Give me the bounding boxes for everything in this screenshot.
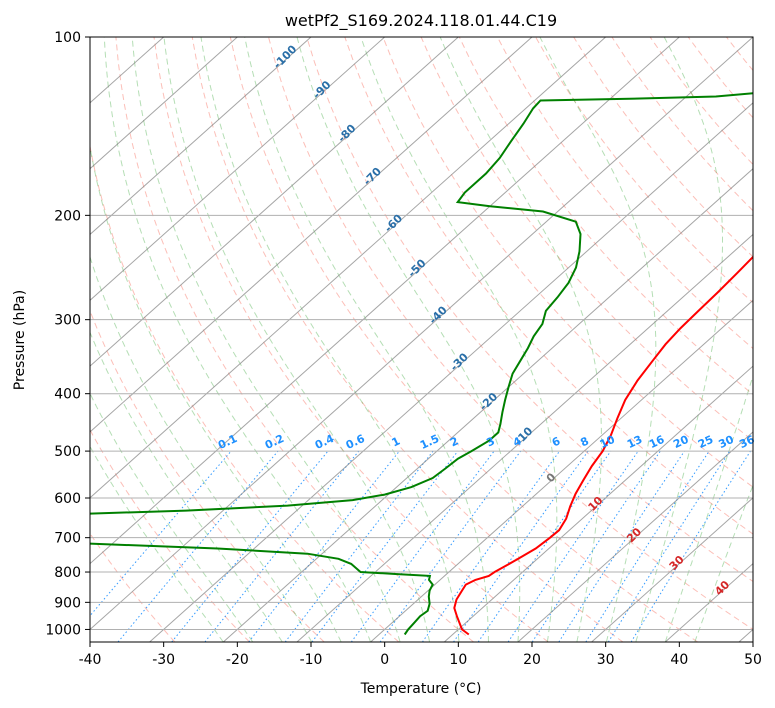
x-tick-label: 50: [744, 652, 762, 668]
x-tick-label: -10: [300, 652, 323, 668]
mixing-ratio-line: [248, 450, 400, 642]
mixing-ratio-label: 10: [598, 433, 618, 451]
moist-adiabats: [90, 37, 753, 642]
y-axis-ticks: 100 200 300 400 500 600 700 800 900 1000: [45, 30, 90, 638]
mixing-ratio-line: [311, 450, 459, 642]
mixing-ratio-lines: [90, 450, 751, 642]
mixing-ratio-line: [379, 450, 522, 642]
isotherm-line: [443, 365, 753, 642]
y-tick-label: 1000: [45, 622, 81, 638]
y-tick-label: 600: [54, 491, 81, 507]
isotherm-line: [370, 299, 753, 642]
x-tick-label: 10: [449, 652, 467, 668]
y-tick-label: 400: [54, 387, 81, 403]
moist-adiabat-line: [90, 255, 313, 642]
x-tick-label: 20: [523, 652, 541, 668]
moist-adiabat-line: [296, 37, 521, 642]
isotherm-line: [517, 431, 753, 642]
isotherm-line: [149, 102, 753, 642]
moist-adiabat-line: [131, 37, 401, 642]
dry-adiabat-line: [306, 37, 753, 583]
moist-adiabat-line: [244, 37, 489, 642]
mixing-ratio-label: 25: [696, 433, 715, 451]
x-tick-label: 40: [670, 652, 688, 668]
x-tick-label: -20: [226, 652, 249, 668]
mixing-ratio-label: 30: [717, 433, 737, 451]
moist-adiabat-line: [360, 37, 558, 642]
dry-adiabat-line: [115, 37, 474, 642]
x-tick-label: -30: [152, 652, 175, 668]
moist-adiabat-line: [90, 143, 342, 642]
sounding-series: [90, 92, 753, 636]
plot-frame: [89, 36, 754, 643]
line-labels: -100-90-80-70-60-50-40-30-20-100.1 0.2 0.4…: [216, 42, 757, 598]
isotherm-line: [90, 37, 459, 367]
y-tick-label: 200: [54, 208, 81, 224]
isotherm-line: [90, 37, 385, 301]
mixing-ratio-line: [421, 450, 561, 642]
x-axis-ticks: -40 -30 -20 -10 0 10 20 30 40 50: [79, 642, 762, 668]
mixing-ratio-label: 36: [737, 433, 757, 451]
isotherm-line: [296, 233, 753, 642]
y-tick-label: 700: [54, 531, 81, 547]
isotherms: [90, 37, 753, 642]
mixing-ratio-label: 20: [671, 433, 691, 451]
isotherm-line: [90, 37, 312, 236]
moist-adiabat-line: [90, 392, 254, 642]
dry-adiabat-line: [191, 37, 624, 642]
x-tick-label: 0: [380, 652, 389, 668]
moist-adiabat-line: [539, 37, 657, 642]
y-axis-label: Pressure (hPa): [12, 290, 28, 390]
moist-adiabat-line: [664, 374, 753, 642]
dry-adiabat-line: [90, 532, 176, 642]
x-tick-label: -40: [79, 652, 102, 668]
mixing-ratio-line: [477, 450, 612, 642]
y-tick-label: 500: [54, 444, 81, 460]
isotherm-line: [222, 167, 753, 642]
x-axis-label: Temperature (°C): [360, 681, 482, 697]
dry-adiabat-line: [268, 37, 753, 631]
dry-adiabat-line: [420, 37, 753, 442]
isotherm-line: [90, 37, 680, 565]
moist-adiabat-line: [439, 37, 602, 642]
isotherm-line: [90, 37, 753, 631]
mixing-ratio-line: [531, 450, 661, 642]
mixing-ratio-line: [350, 450, 495, 642]
dry-adiabat-line: [496, 37, 753, 350]
chart-title: wetPf2_S169.2024.118.01.44.C19: [285, 11, 557, 31]
mixing-ratio-line: [507, 450, 639, 642]
moist-adiabat-line: [694, 483, 753, 642]
dry-adiabat-line: [382, 37, 753, 488]
moist-adiabat-line: [635, 37, 723, 642]
mixing-ratio-line: [453, 450, 589, 642]
moist-adiabat-line: [103, 37, 372, 642]
pressure-gridlines: [90, 37, 753, 630]
y-tick-label: 900: [54, 595, 81, 611]
plot-area: [90, 37, 753, 642]
isotherm-line: [90, 37, 606, 499]
y-tick-label: 300: [54, 313, 81, 329]
mixing-ratio-line: [171, 450, 329, 642]
moist-adiabat-line: [90, 445, 224, 642]
moist-adiabat-line: [90, 331, 283, 642]
mixing-ratio-line: [117, 450, 279, 642]
x-tick-label: 30: [597, 652, 615, 668]
mixing-ratio-label: 13: [625, 433, 644, 451]
dry-adiabat-line: [153, 37, 549, 642]
isotherm-line: [90, 37, 533, 433]
y-tick-label: 800: [54, 565, 81, 581]
dry-adiabat-line: [458, 37, 753, 396]
mixing-ratio-label: 16: [647, 433, 667, 451]
mixing-ratio-line: [558, 450, 685, 642]
isotherm-line: [591, 497, 753, 642]
y-tick-label: 100: [54, 30, 81, 46]
temperature-profile-line: [453, 255, 753, 636]
mixing-ratio-line: [585, 450, 710, 642]
moist-adiabat-line: [163, 37, 431, 642]
dewpoint-profile-line: [90, 92, 753, 636]
isotherm-line: [90, 37, 238, 170]
